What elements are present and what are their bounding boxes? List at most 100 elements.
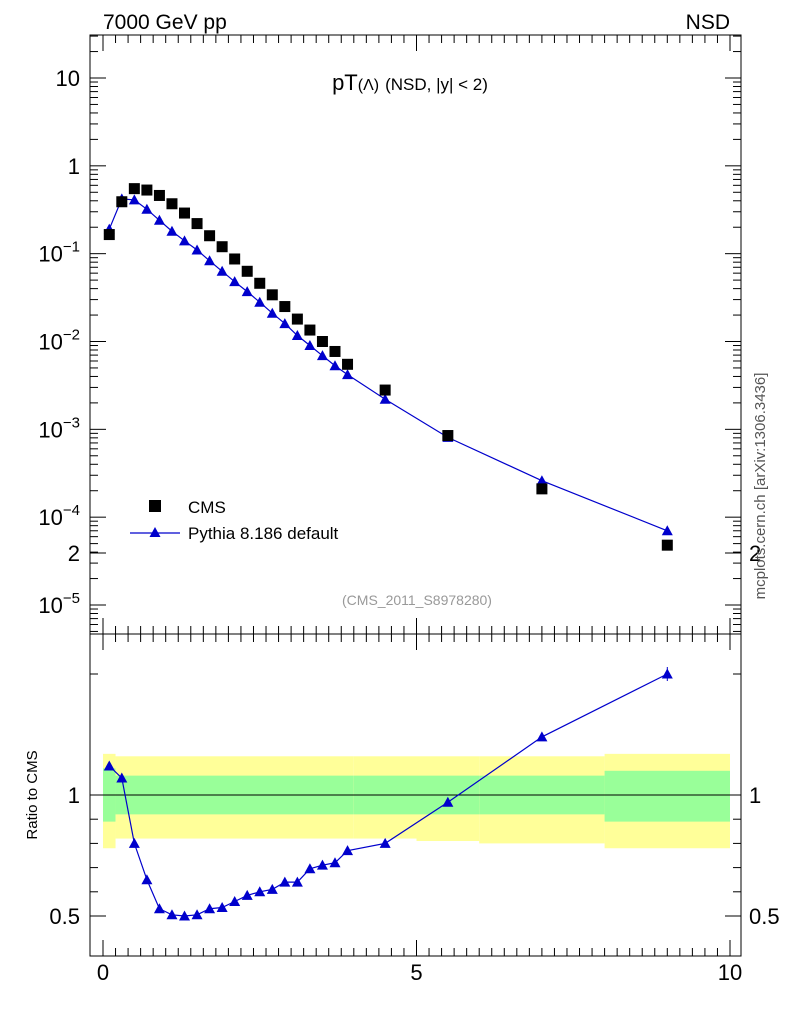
pythia-point (166, 225, 178, 236)
ratio-xtick-label: 10 (718, 960, 742, 985)
ratio-ytick-label-right: 1 (749, 783, 761, 808)
pythia-point (216, 265, 228, 276)
main-title-var: pT (332, 70, 358, 95)
ratio-point (316, 859, 328, 870)
main-panel: pT(Λ) (NSD, |y| < 2) (CMS_2011_S8978280) … (38, 34, 742, 635)
legend-marker-cms (149, 500, 161, 512)
ratio-point (329, 857, 341, 868)
pythia-point (291, 330, 303, 341)
ratio-frame (89, 633, 742, 957)
cms-point (179, 207, 191, 219)
pythia-point (229, 276, 241, 287)
ratio-point (153, 903, 165, 914)
main-ytick-label: 10−4 (38, 502, 80, 530)
pythia-point (536, 475, 548, 486)
cms-point (153, 189, 165, 201)
main-ytick-exp: −5 (63, 590, 80, 607)
cms-point (254, 277, 266, 289)
main-ytick-label: 10 (56, 66, 80, 91)
main-frame (89, 34, 742, 635)
cms-point (116, 196, 128, 208)
main-ytick-exp: −4 (63, 502, 80, 519)
ratio-ytick-label: 0.5 (49, 904, 80, 929)
pythia-point (204, 255, 216, 266)
ratio-ytick-label-right: 0.5 (749, 904, 780, 929)
cms-point (103, 229, 115, 241)
cms-point (216, 241, 228, 253)
side-label: mcplots.cern.ch [arXiv:1306.3436] (752, 373, 769, 600)
legend-label-pythia: Pythia 8.186 default (188, 524, 339, 543)
ratio-point (379, 837, 391, 848)
main-ytick-label: 1 (68, 154, 80, 179)
ratio-point (241, 889, 253, 900)
ratio-line (108, 673, 668, 917)
main-ytick-base: 10 (38, 330, 62, 355)
legend-label-cms: CMS (188, 498, 226, 517)
main-ytick-exp: −3 (63, 414, 80, 431)
ratio-point (204, 903, 216, 914)
cms-point (141, 184, 153, 196)
cms-point (342, 358, 354, 370)
legend-marker-pythia (149, 527, 161, 537)
main-title-particle: (Λ) (358, 77, 379, 94)
ratio-point (103, 760, 115, 771)
main-ytick-base: 10 (38, 505, 62, 530)
ratio-point (536, 731, 548, 742)
cms-point (304, 324, 316, 336)
main-ytick-base: 10 (38, 417, 62, 442)
ratio-point (304, 863, 316, 874)
main-ytick-label: 10−1 (38, 239, 80, 267)
cms-point (128, 183, 140, 195)
main-ytick-base: 10 (38, 242, 62, 267)
ratio-point (116, 772, 128, 783)
main-ytick-base: 10 (38, 593, 62, 618)
header-left: 7000 GeV pp (103, 11, 227, 34)
ratio-ytick-label: 2 (68, 541, 80, 566)
cms-point (329, 345, 341, 357)
pythia-point (128, 194, 140, 205)
main-series (103, 183, 673, 551)
ratio-point (266, 883, 278, 894)
cms-point (166, 198, 178, 210)
ratio-point (254, 886, 266, 897)
main-title-cut: (NSD, |y| < 2) (385, 75, 488, 94)
pythia-point (661, 525, 673, 536)
cms-point (661, 539, 673, 551)
ratio-ylabel: Ratio to CMS (24, 750, 41, 839)
main-ytick-label: 10−3 (38, 414, 80, 442)
main-ytick-exp: −1 (63, 239, 80, 256)
ratio-xtick-label: 0 (97, 960, 109, 985)
ratio-ytick-label: 1 (68, 783, 80, 808)
ratio-point (191, 909, 203, 920)
cms-point (442, 430, 454, 442)
ratio-point (166, 909, 178, 920)
header-right: NSD (686, 11, 730, 34)
ratio-point (229, 895, 241, 906)
legend: CMS Pythia 8.186 default (130, 498, 339, 543)
pythia-point (254, 296, 266, 307)
main-ytick-exp: −2 (63, 327, 80, 344)
ratio-point (141, 874, 153, 885)
pythia-point (141, 203, 153, 214)
ratio-xtick-label: 5 (410, 960, 422, 985)
main-ytick-label: 10−2 (38, 327, 80, 355)
pythia-point (191, 244, 203, 255)
ratio-uncertainty-bands (103, 753, 730, 849)
pythia-point (153, 214, 165, 225)
cms-point (266, 289, 278, 301)
pythia-point (379, 393, 391, 404)
pythia-point (316, 350, 328, 361)
pythia-point (304, 340, 316, 351)
ratio-point (179, 910, 191, 921)
main-title: pT(Λ) (NSD, |y| < 2) (332, 70, 488, 95)
ratio-point (661, 668, 673, 679)
pythia-point (241, 286, 253, 297)
cms-point (536, 483, 548, 495)
pythia-point (179, 235, 191, 246)
main-watermark: (CMS_2011_S8978280) (342, 592, 492, 608)
ratio-point (342, 845, 354, 856)
ratio-series (103, 667, 673, 921)
pythia-point (329, 360, 341, 371)
